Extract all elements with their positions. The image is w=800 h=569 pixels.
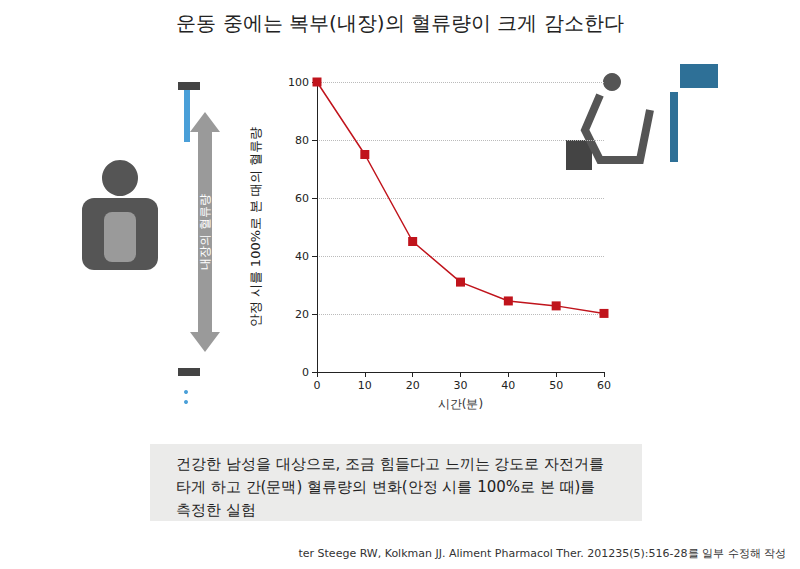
svg-text:40: 40 [295, 250, 309, 263]
svg-text:30: 30 [454, 379, 468, 392]
svg-text:건강한 남성을 대상으로, 조금 힘들다고 느끼는 강도로: 건강한 남성을 대상으로, 조금 힘들다고 느끼는 강도로 자전거를 [176, 455, 604, 473]
svg-text:40: 40 [501, 379, 515, 392]
svg-text:0: 0 [302, 366, 309, 379]
svg-text:20: 20 [406, 379, 420, 392]
svg-text:ter Steege RW, Kolkman JJ. Ali: ter Steege RW, Kolkman JJ. Aliment Pharm… [298, 547, 786, 560]
svg-text:20: 20 [295, 308, 309, 321]
svg-text:시간(분): 시간(분) [438, 397, 483, 411]
svg-text:운동 중에는 복부(내장)의 혈류량이 크게 감소한다: 운동 중에는 복부(내장)의 혈류량이 크게 감소한다 [176, 11, 623, 35]
svg-text:100: 100 [288, 76, 309, 89]
svg-text:내장의 혈류량: 내장의 혈류량 [198, 194, 212, 270]
svg-text:60: 60 [597, 379, 611, 392]
svg-text:80: 80 [295, 134, 309, 147]
svg-text:타게 하고 간(문맥) 혈류량의 변화(안정 시를 100%: 타게 하고 간(문맥) 혈류량의 변화(안정 시를 100%로 본 때)를 [176, 478, 595, 496]
svg-text:0: 0 [314, 379, 321, 392]
svg-text:10: 10 [358, 379, 372, 392]
svg-text:안정 시를 100%로 본 때의 혈류량: 안정 시를 100%로 본 때의 혈류량 [248, 127, 263, 328]
svg-text:50: 50 [549, 379, 563, 392]
svg-text:측정한 실험: 측정한 실험 [176, 501, 256, 519]
svg-text:60: 60 [295, 192, 309, 205]
